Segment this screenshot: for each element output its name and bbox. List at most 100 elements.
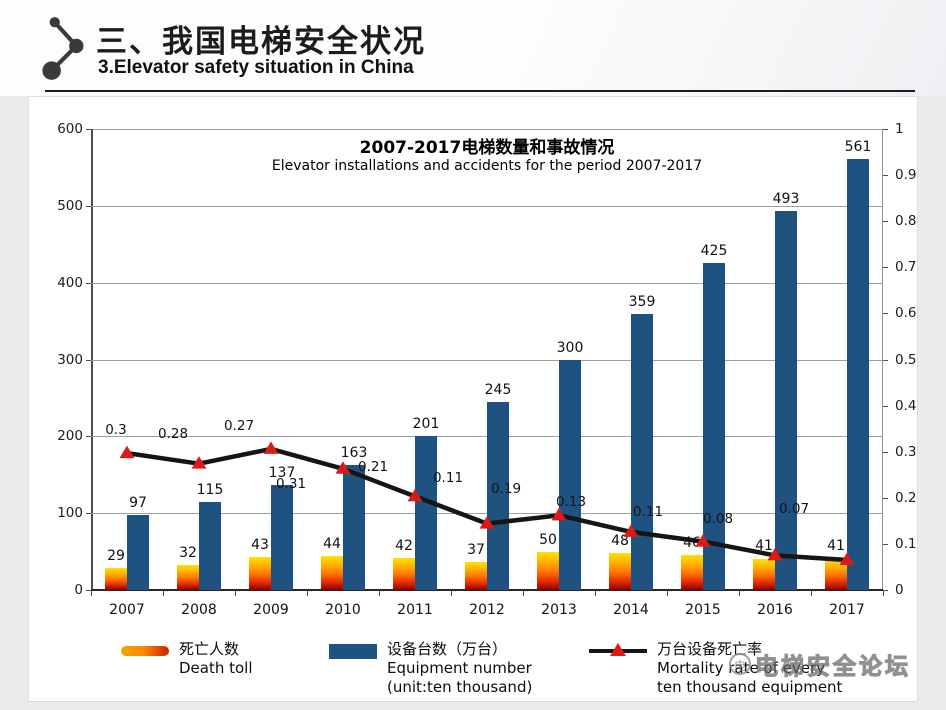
equipment-bar — [775, 211, 797, 590]
y-axis-right-label: 0.2 — [895, 489, 917, 506]
x-axis-tick — [595, 590, 596, 596]
legend-item-death_toll: 死亡人数 Death toll — [121, 640, 253, 678]
mortality-value-label: 0.11 — [432, 470, 464, 486]
y-axis-left-tick — [86, 129, 91, 130]
equipment-value-label: 493 — [772, 191, 800, 208]
page-title: 三、我国电梯安全状况 — [96, 24, 426, 59]
death-toll-bar — [105, 567, 127, 590]
y-axis-right-tick — [883, 451, 888, 453]
death-toll-value-label: 32 — [179, 545, 197, 562]
equipment-value-label: 300 — [556, 339, 584, 356]
y-axis-right-label: 0.4 — [895, 397, 917, 414]
x-axis-label: 2008 — [181, 602, 217, 618]
header-divider — [45, 90, 915, 92]
x-axis-tick — [379, 590, 380, 596]
equipment-bar — [487, 401, 509, 590]
plot-border-top — [91, 129, 883, 130]
death-toll-value-label: 44 — [323, 536, 341, 553]
mortality-line — [126, 446, 848, 563]
y-axis-left-tick — [86, 436, 91, 438]
mortality-value-label: 0.31 — [275, 476, 307, 492]
x-axis-tick — [811, 590, 812, 596]
equipment-value-label: 137 — [268, 464, 296, 481]
mortality-point-triangle-marker — [695, 534, 711, 547]
death-toll-bar — [537, 551, 559, 590]
death-toll-bar — [825, 558, 847, 590]
equipment-bar — [703, 263, 725, 590]
y-axis-right-tick — [883, 221, 888, 223]
plot-area: 29 97 32 115 43 137 44 163 42 201 37 245 50 300 48 359 4… — [91, 129, 883, 591]
y-axis-right-label: 0 — [895, 582, 904, 598]
x-axis-label: 2011 — [397, 602, 433, 618]
y-axis-left-label: 0 — [74, 582, 83, 598]
mortality-value-label: 0.08 — [702, 511, 734, 527]
mortality-value-label: 0.07 — [778, 501, 810, 517]
y-axis-right-tick — [883, 129, 888, 130]
death-toll-value-label: 43 — [251, 536, 269, 553]
y-axis-right-tick — [883, 543, 888, 545]
x-axis-tick — [163, 590, 164, 596]
legend-label-en: Death toll — [179, 658, 253, 677]
mortality-point-triangle-marker — [479, 516, 495, 529]
y-axis-right-label: 0.3 — [895, 443, 917, 460]
mortality-point-triangle-marker — [263, 441, 279, 454]
equipment-bar — [199, 501, 221, 590]
y-axis-left-label: 300 — [57, 351, 83, 368]
x-axis-tick — [307, 590, 308, 596]
x-axis-tick — [523, 590, 524, 596]
legend-label-cjk: 设备台数（万台） — [387, 640, 508, 658]
mortality-point-triangle-marker — [767, 547, 783, 561]
equipment-bar — [271, 484, 293, 590]
gridline — [91, 359, 883, 361]
equipment-value-label: 163 — [340, 444, 368, 461]
mortality-point-triangle-marker — [407, 488, 423, 502]
y-axis-right-label: 0.1 — [895, 535, 917, 552]
death-toll-bar — [609, 553, 631, 590]
mortality-value-label: 0.3 — [105, 422, 127, 438]
death-toll-bar — [177, 565, 199, 590]
x-axis-tick — [883, 590, 884, 596]
equipment-value-label: 359 — [628, 294, 656, 311]
equipment-value-label: 245 — [484, 381, 512, 398]
x-axis-tick — [235, 590, 236, 596]
y-axis-right-label: 0.9 — [895, 167, 917, 184]
y-axis-right-label: 0.6 — [895, 305, 917, 322]
death-toll-bar — [753, 558, 775, 590]
y-axis-right-tick — [883, 359, 888, 361]
mortality-point-triangle-marker — [335, 461, 351, 474]
legend-label-cjk: 万台设备死亡率 — [657, 640, 763, 658]
y-axis-left-tick — [86, 205, 91, 207]
y-axis-left-label: 100 — [57, 505, 83, 522]
y-axis-right-tick — [883, 267, 888, 269]
legend-label-en: Mortality rate of every ten thousand equ… — [657, 658, 843, 696]
mortality-value-label: 0.19 — [490, 481, 522, 497]
chart-subtitle: Elevator installations and accidents for… — [271, 158, 703, 174]
equipment-bar — [559, 359, 581, 590]
y-axis-right-label: 0.8 — [895, 213, 917, 230]
equipment-bar — [631, 314, 653, 590]
y-axis-left-tick — [86, 513, 91, 515]
equipment-value-label: 115 — [196, 481, 224, 498]
connected-dots-icon — [42, 17, 84, 80]
chart-legend: 死亡人数 Death toll 设备台数（万台） Equipment number (… — [29, 640, 919, 700]
x-axis-label: 2012 — [469, 602, 505, 618]
equipment-bar — [847, 158, 869, 590]
x-axis-tick — [739, 590, 740, 596]
equipment-value-label: 97 — [129, 495, 147, 512]
chart-card: 2007-2017电梯数量和事故情况 Elevator installation… — [28, 96, 918, 702]
mortality-point-triangle-marker — [623, 524, 639, 537]
x-axis-label: 2017 — [829, 602, 865, 618]
x-axis-label: 2014 — [613, 602, 649, 618]
y-axis-right-tick — [883, 497, 888, 499]
x-axis-label: 2009 — [253, 602, 289, 618]
legend-label-en: Equipment number (unit:ten thousand) — [387, 658, 533, 696]
y-axis-left-label: 200 — [57, 428, 83, 445]
chart-title: 2007-2017电梯数量和事故情况 — [359, 138, 615, 158]
death-toll-value-label: 37 — [467, 541, 485, 558]
death-toll-value-label: 48 — [611, 533, 629, 550]
legend-swatch-death_toll — [121, 646, 169, 656]
death-toll-value-label: 29 — [107, 547, 125, 564]
mortality-value-label: 0.13 — [555, 494, 587, 510]
x-axis-label: 2013 — [541, 602, 577, 618]
legend-swatch-mortality_rate — [589, 643, 647, 656]
